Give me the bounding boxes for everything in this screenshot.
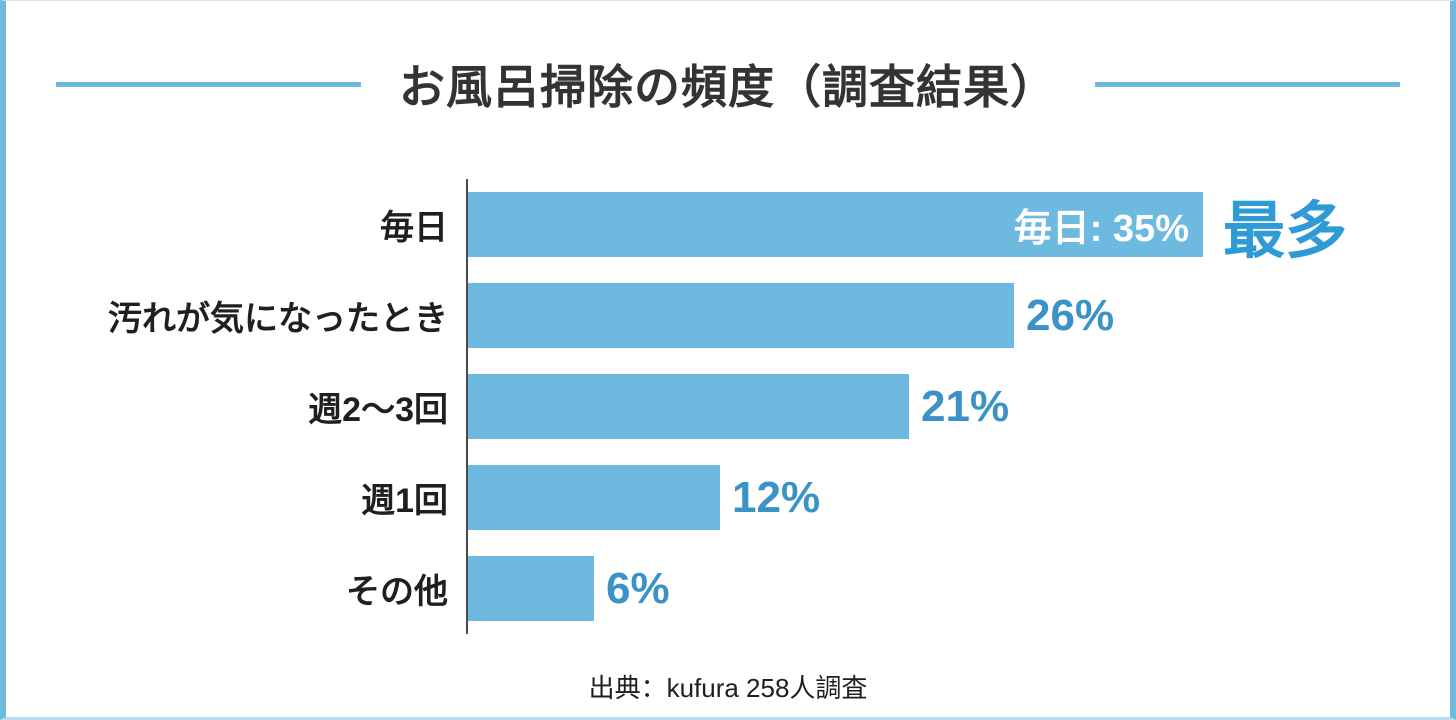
category-label: 毎日 [380,209,448,247]
max-annotation: 最多 [1223,196,1348,266]
bar-value-label: 21% [921,381,1010,431]
category-label: その他 [346,573,448,611]
category-label: 汚れが気になったとき [108,300,448,338]
bar-row: 週1回 12% [6,452,1450,543]
chart-rows: 毎日 毎日: 35% 最多汚れが気になったとき 26% 週2〜3回 21% 週1回 12% その… [6,179,1450,634]
bar [468,556,594,621]
bar-track: 毎日: 35% 最多 [466,179,1450,270]
bar-track: 21% [466,361,1450,452]
bar [468,374,909,439]
bar-value-label: 毎日: 35% [1013,208,1189,250]
bar-track: 6% [466,543,1450,634]
category-label: 週2〜3回 [308,391,448,429]
bar-value-label: 26% [1026,290,1115,340]
title-rule-left [56,81,361,87]
title-rule-right [1095,81,1400,87]
bar-chart: 毎日 毎日: 35% 最多汚れが気になったとき 26% 週2〜3回 21% 週1回 12% その… [6,179,1450,634]
bar [468,465,720,530]
bar-value-label: 12% [732,472,821,522]
bar-row: 毎日 毎日: 35% 最多 [6,179,1450,270]
bar-value-label: 6% [606,563,670,613]
category-label: 週1回 [361,482,448,520]
page-title: お風呂掃除の頻度（調査結果） [399,61,1057,113]
bar-track: 26% [466,270,1450,361]
bar-row: 汚れが気になったとき 26% [6,270,1450,361]
bar-track: 12% [466,452,1450,543]
chart-header: お風呂掃除の頻度（調査結果） [56,51,1400,117]
bar [468,283,1014,348]
bar: 毎日: 35% [468,192,1203,257]
bar-row: 週2〜3回 21% [6,361,1450,452]
bar-row: その他 6% [6,543,1450,634]
source-note: 出典：kufura 258人調査 [588,673,868,703]
